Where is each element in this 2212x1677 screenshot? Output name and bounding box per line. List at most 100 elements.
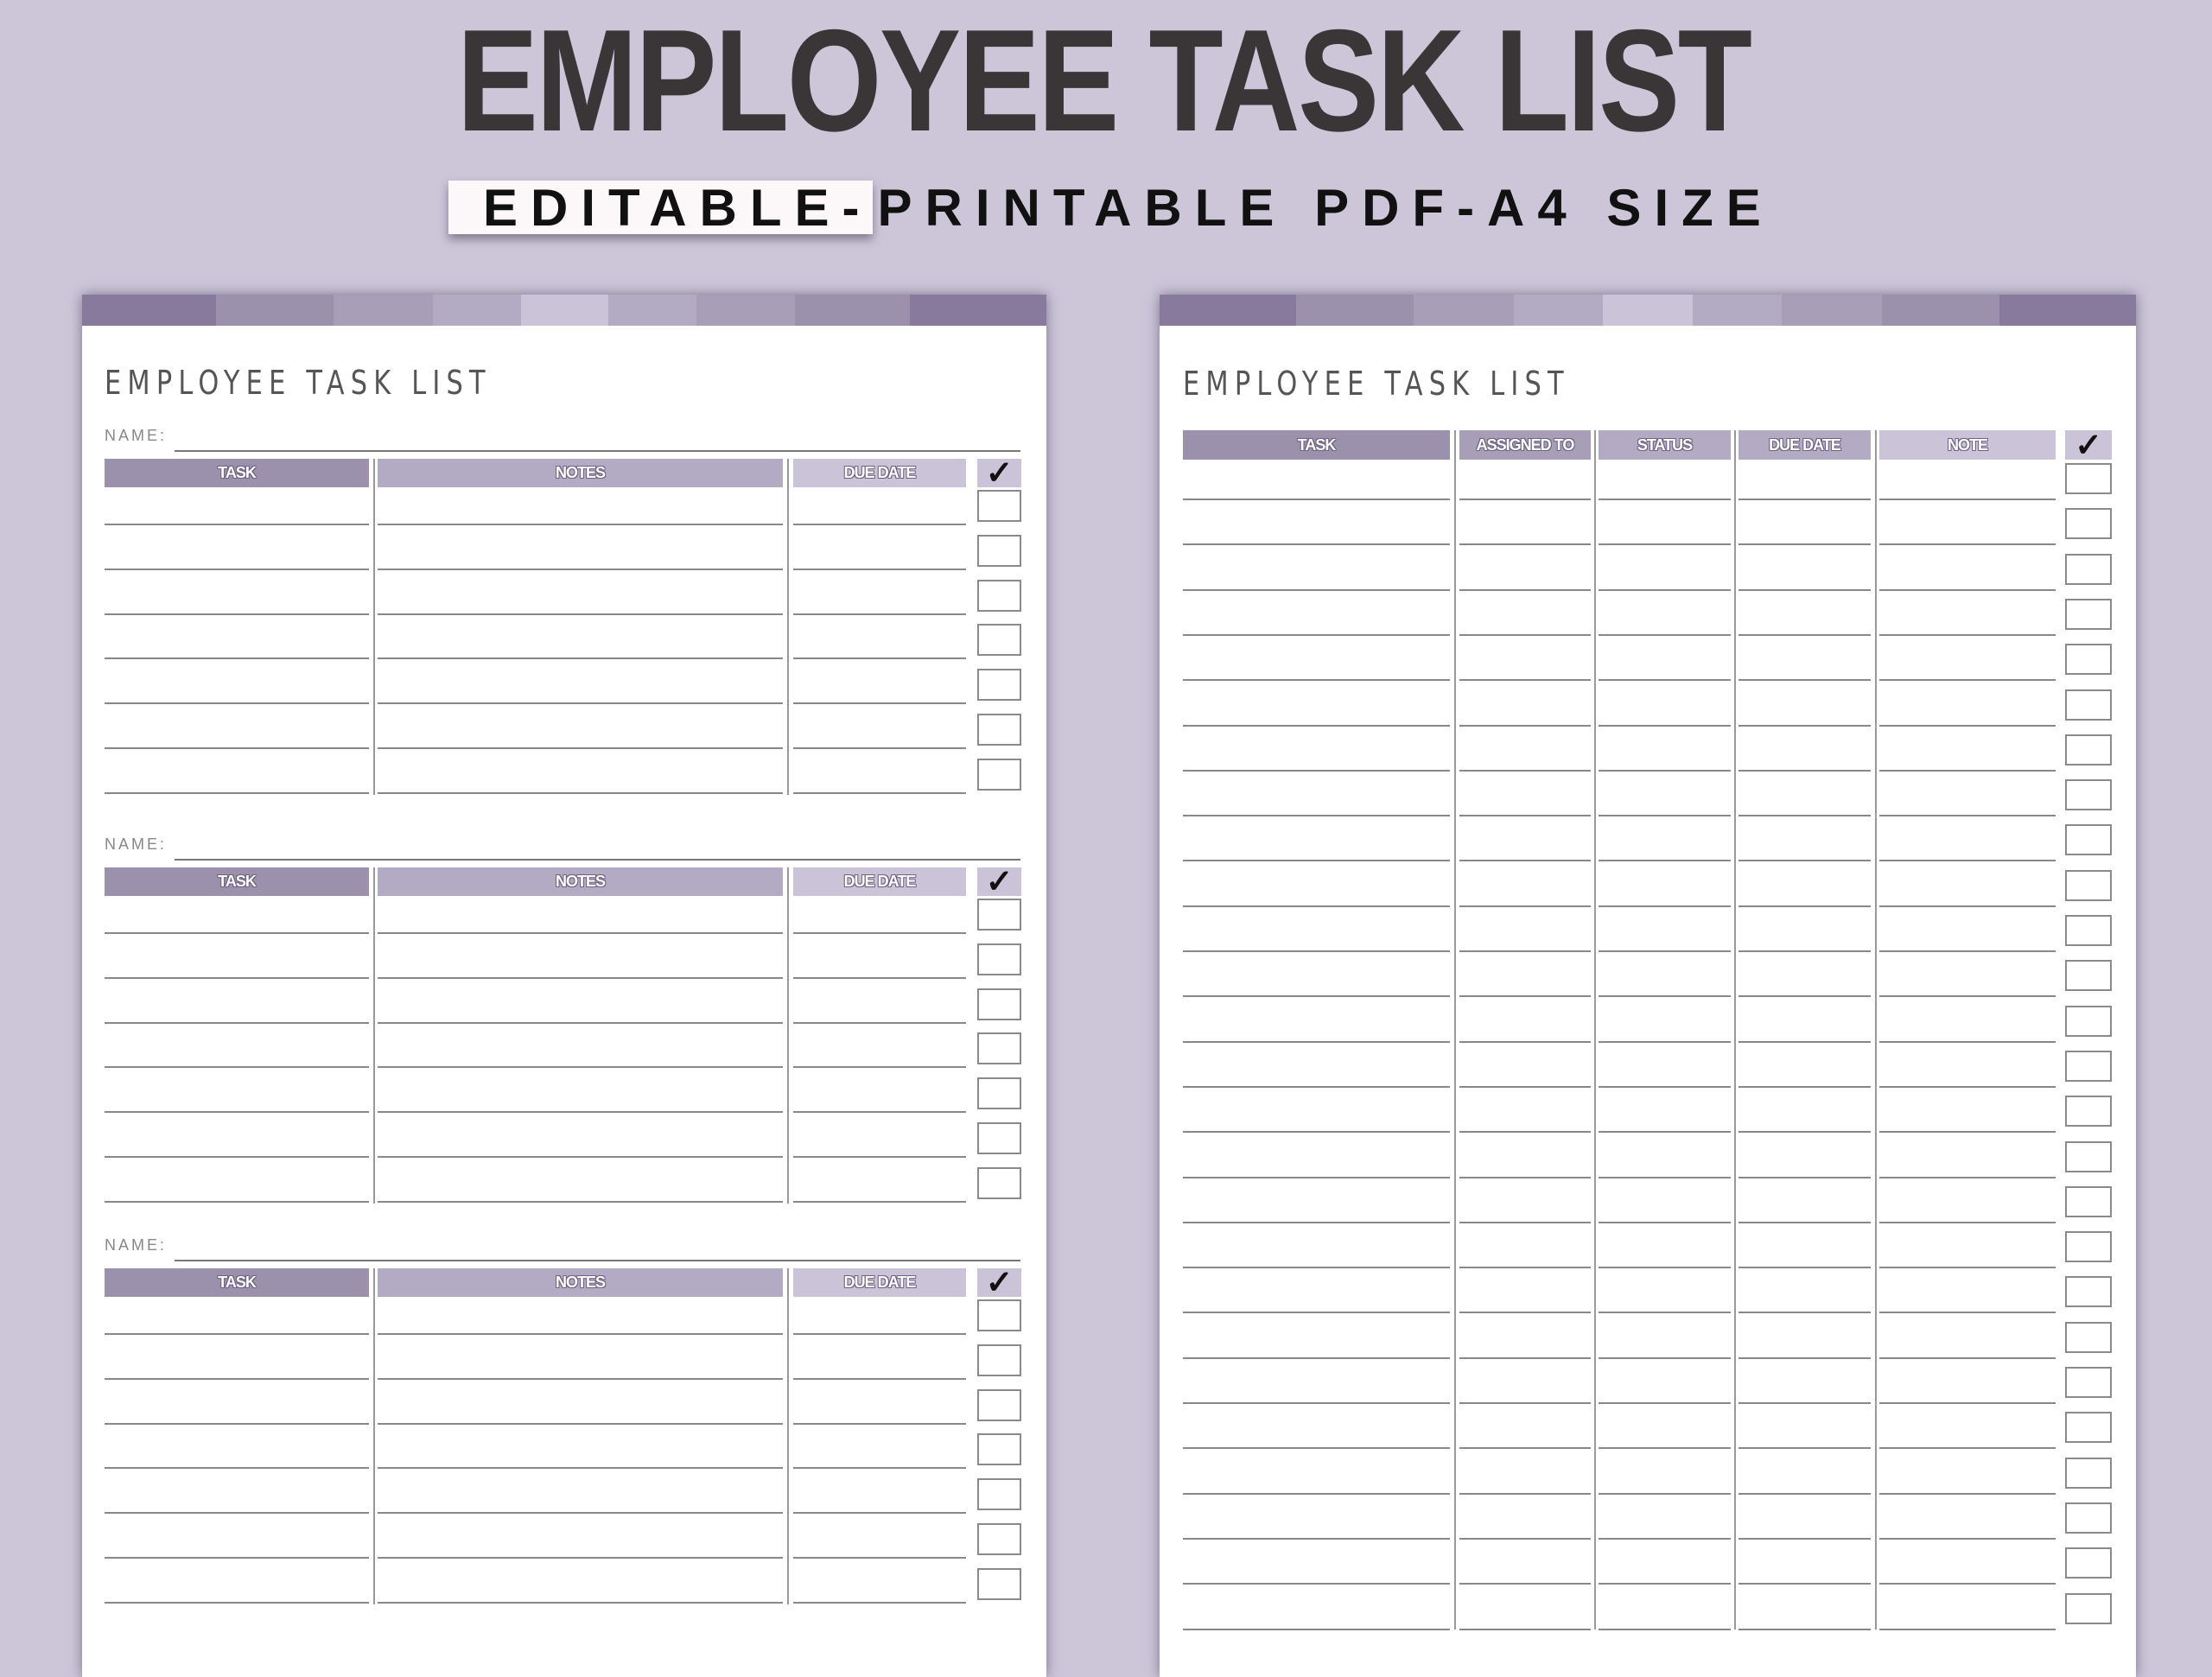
row-line-field[interactable] — [105, 1021, 369, 1024]
row-line-field[interactable] — [105, 747, 369, 749]
row-line-field[interactable] — [1879, 1131, 2056, 1134]
row-line-field[interactable] — [378, 1111, 783, 1114]
checkbox[interactable] — [977, 1388, 1021, 1421]
row-line-field[interactable] — [1879, 1537, 2056, 1540]
checkbox[interactable] — [2065, 1005, 2112, 1037]
row-line-field[interactable] — [793, 568, 966, 570]
row-line-field[interactable] — [1879, 1628, 2056, 1630]
row-line-field[interactable] — [1879, 1176, 2056, 1178]
row-line-field[interactable] — [105, 1601, 369, 1604]
row-line-field[interactable] — [1879, 1583, 2056, 1585]
row-line-field[interactable] — [1879, 633, 2056, 636]
row-line-field[interactable] — [378, 1333, 783, 1335]
row-line-field[interactable] — [1738, 995, 1871, 998]
row-line-field[interactable] — [378, 524, 783, 525]
row-line-field[interactable] — [105, 702, 369, 705]
row-line-field[interactable] — [1459, 905, 1591, 907]
row-line-field[interactable] — [1183, 950, 1450, 952]
row-line-field[interactable] — [105, 1066, 369, 1069]
row-line-field[interactable] — [1183, 1356, 1450, 1359]
row-line-field[interactable] — [1738, 769, 1871, 772]
row-line-field[interactable] — [1459, 860, 1591, 862]
row-line-field[interactable] — [1879, 1040, 2056, 1043]
row-line-field[interactable] — [1879, 1356, 2056, 1359]
row-line-field[interactable] — [1879, 1267, 2056, 1269]
row-line-field[interactable] — [1879, 543, 2056, 546]
row-line-field[interactable] — [1738, 1492, 1871, 1495]
checkbox[interactable] — [977, 579, 1021, 612]
row-line-field[interactable] — [793, 1422, 966, 1425]
row-line-field[interactable] — [1879, 724, 2056, 727]
checkbox[interactable] — [2065, 915, 2112, 946]
checkbox[interactable] — [2065, 689, 2112, 721]
row-line-field[interactable] — [1183, 1040, 1450, 1043]
row-line-field[interactable] — [378, 747, 783, 749]
row-line-field[interactable] — [105, 932, 369, 934]
checkbox[interactable] — [2065, 1231, 2112, 1263]
row-line-field[interactable] — [1459, 499, 1591, 500]
row-line-field[interactable] — [1459, 950, 1591, 952]
name-line-field[interactable] — [175, 450, 1020, 452]
row-line-field[interactable] — [105, 1111, 369, 1114]
row-line-field[interactable] — [1738, 1312, 1871, 1314]
row-line-field[interactable] — [793, 1601, 966, 1604]
row-line-field[interactable] — [1599, 905, 1731, 907]
checkbox[interactable] — [2065, 1502, 2112, 1534]
checkbox[interactable] — [977, 1478, 1021, 1511]
row-line-field[interactable] — [1183, 1447, 1450, 1450]
checkbox[interactable] — [2065, 598, 2112, 630]
row-line-field[interactable] — [1183, 860, 1450, 862]
row-line-field[interactable] — [1459, 769, 1591, 772]
row-line-field[interactable] — [1738, 1085, 1871, 1088]
row-line-field[interactable] — [1183, 1583, 1450, 1585]
name-line-field[interactable] — [175, 1260, 1020, 1261]
checkbox[interactable] — [2065, 1140, 2112, 1172]
checkbox[interactable] — [2065, 463, 2112, 494]
row-line-field[interactable] — [1459, 1176, 1591, 1178]
row-line-field[interactable] — [1738, 1356, 1871, 1359]
row-line-field[interactable] — [1879, 1402, 2056, 1404]
row-line-field[interactable] — [378, 1601, 783, 1604]
row-line-field[interactable] — [1459, 1356, 1591, 1359]
row-line-field[interactable] — [793, 1111, 966, 1114]
row-line-field[interactable] — [1459, 724, 1591, 727]
row-line-field[interactable] — [1599, 1492, 1731, 1495]
row-line-field[interactable] — [1738, 1131, 1871, 1134]
checkbox[interactable] — [2065, 1096, 2112, 1128]
row-line-field[interactable] — [1879, 860, 2056, 862]
row-line-field[interactable] — [793, 976, 966, 979]
checkbox[interactable] — [977, 624, 1021, 657]
row-line-field[interactable] — [378, 976, 783, 979]
row-line-field[interactable] — [1599, 1176, 1731, 1178]
row-line-field[interactable] — [1459, 1267, 1591, 1269]
row-line-field[interactable] — [1599, 1583, 1731, 1585]
row-line-field[interactable] — [1183, 633, 1450, 636]
checkbox[interactable] — [2065, 1547, 2112, 1579]
row-line-field[interactable] — [1879, 815, 2056, 817]
row-line-field[interactable] — [1879, 499, 2056, 500]
row-line-field[interactable] — [793, 1333, 966, 1335]
row-line-field[interactable] — [378, 1156, 783, 1158]
row-line-field[interactable] — [1183, 1492, 1450, 1495]
row-line-field[interactable] — [793, 1200, 966, 1203]
row-line-field[interactable] — [1183, 1312, 1450, 1314]
checkbox[interactable] — [2065, 869, 2112, 901]
row-line-field[interactable] — [1459, 1628, 1591, 1630]
row-line-field[interactable] — [1183, 1131, 1450, 1134]
row-line-field[interactable] — [793, 524, 966, 525]
checkbox[interactable] — [2065, 1321, 2112, 1353]
row-line-field[interactable] — [793, 613, 966, 615]
row-line-field[interactable] — [1738, 1267, 1871, 1269]
row-line-field[interactable] — [1599, 995, 1731, 998]
row-line-field[interactable] — [1879, 588, 2056, 591]
checkbox[interactable] — [977, 1567, 1021, 1600]
row-line-field[interactable] — [378, 1066, 783, 1069]
row-line-field[interactable] — [1459, 1447, 1591, 1450]
row-line-field[interactable] — [1738, 633, 1871, 636]
row-line-field[interactable] — [1879, 679, 2056, 682]
row-line-field[interactable] — [378, 932, 783, 934]
checkbox[interactable] — [2065, 824, 2112, 856]
row-line-field[interactable] — [1183, 1537, 1450, 1540]
row-line-field[interactable] — [1599, 499, 1731, 500]
row-line-field[interactable] — [1599, 1312, 1731, 1314]
